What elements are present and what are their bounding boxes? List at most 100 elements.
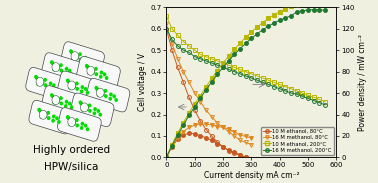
Circle shape [44, 84, 46, 86]
Circle shape [73, 122, 75, 125]
Circle shape [104, 89, 107, 92]
Circle shape [69, 102, 71, 105]
Y-axis label: Power density / mW cm⁻²: Power density / mW cm⁻² [358, 34, 367, 131]
FancyBboxPatch shape [86, 78, 130, 112]
Circle shape [98, 94, 100, 96]
Circle shape [67, 117, 70, 119]
Circle shape [40, 116, 42, 118]
Circle shape [70, 86, 72, 89]
Circle shape [88, 72, 90, 74]
Circle shape [105, 77, 108, 79]
Circle shape [73, 85, 76, 87]
FancyBboxPatch shape [26, 67, 70, 101]
Circle shape [68, 81, 76, 90]
Circle shape [36, 77, 44, 86]
Circle shape [84, 57, 87, 59]
FancyBboxPatch shape [57, 108, 101, 141]
Circle shape [54, 101, 56, 104]
Circle shape [67, 80, 70, 83]
Circle shape [69, 86, 71, 89]
Circle shape [76, 55, 79, 58]
Circle shape [67, 79, 69, 82]
Circle shape [100, 71, 102, 74]
Circle shape [73, 57, 75, 60]
Circle shape [57, 100, 59, 103]
Circle shape [86, 107, 88, 109]
Circle shape [82, 108, 84, 111]
Circle shape [100, 76, 102, 78]
X-axis label: Current density mA cm⁻²: Current density mA cm⁻² [204, 171, 299, 180]
FancyBboxPatch shape [42, 53, 85, 86]
Circle shape [49, 87, 51, 89]
Circle shape [76, 124, 78, 127]
Circle shape [58, 121, 60, 123]
Circle shape [79, 101, 82, 104]
Circle shape [52, 119, 54, 122]
Circle shape [92, 70, 94, 73]
FancyBboxPatch shape [57, 71, 101, 105]
Circle shape [71, 106, 73, 109]
Legend: 10 M ethanol, 80°C, 16 M methanol, 80°C, 10 M ethanol, 200°C, 16 M methanol, 200: 10 M ethanol, 80°C, 16 M methanol, 80°C,… [261, 127, 334, 155]
Circle shape [60, 69, 62, 72]
Circle shape [50, 82, 52, 85]
FancyBboxPatch shape [42, 86, 85, 119]
Circle shape [65, 105, 67, 107]
Circle shape [71, 73, 73, 76]
Circle shape [65, 72, 67, 74]
Circle shape [60, 64, 62, 66]
Circle shape [57, 66, 60, 69]
Circle shape [47, 111, 50, 114]
Circle shape [42, 81, 44, 84]
Circle shape [109, 98, 112, 100]
Circle shape [70, 123, 72, 126]
Circle shape [85, 108, 88, 110]
FancyBboxPatch shape [61, 42, 104, 75]
Circle shape [84, 61, 86, 64]
Circle shape [96, 88, 98, 90]
Circle shape [56, 117, 58, 119]
Circle shape [87, 128, 89, 130]
Circle shape [76, 57, 78, 59]
Circle shape [102, 92, 104, 95]
Circle shape [93, 112, 96, 115]
Circle shape [53, 101, 55, 104]
Circle shape [65, 100, 68, 103]
Text: HPW/silica: HPW/silica [44, 162, 99, 171]
Circle shape [60, 97, 62, 99]
Circle shape [69, 69, 71, 72]
Circle shape [87, 91, 89, 94]
Circle shape [57, 99, 60, 102]
Circle shape [52, 63, 60, 72]
Circle shape [94, 108, 96, 110]
Circle shape [86, 65, 88, 67]
Circle shape [44, 115, 46, 118]
Circle shape [55, 88, 57, 90]
Circle shape [79, 58, 82, 61]
Text: Highly ordered: Highly ordered [33, 145, 110, 155]
Circle shape [87, 66, 89, 68]
Circle shape [72, 57, 74, 60]
Circle shape [53, 115, 55, 118]
Circle shape [68, 118, 76, 127]
Circle shape [76, 82, 78, 85]
Circle shape [53, 68, 55, 71]
Circle shape [89, 109, 91, 112]
Circle shape [67, 116, 69, 118]
Circle shape [97, 110, 99, 112]
Circle shape [70, 50, 72, 53]
Circle shape [36, 77, 38, 79]
Circle shape [73, 86, 75, 88]
Circle shape [95, 73, 98, 75]
Circle shape [41, 82, 43, 85]
Circle shape [51, 62, 54, 65]
Circle shape [104, 73, 106, 76]
Circle shape [65, 68, 68, 70]
Circle shape [85, 124, 87, 127]
Circle shape [87, 66, 94, 75]
Circle shape [81, 108, 84, 111]
Circle shape [38, 109, 40, 111]
Circle shape [81, 86, 84, 88]
Circle shape [92, 71, 94, 74]
Circle shape [81, 103, 88, 112]
Circle shape [101, 93, 104, 96]
